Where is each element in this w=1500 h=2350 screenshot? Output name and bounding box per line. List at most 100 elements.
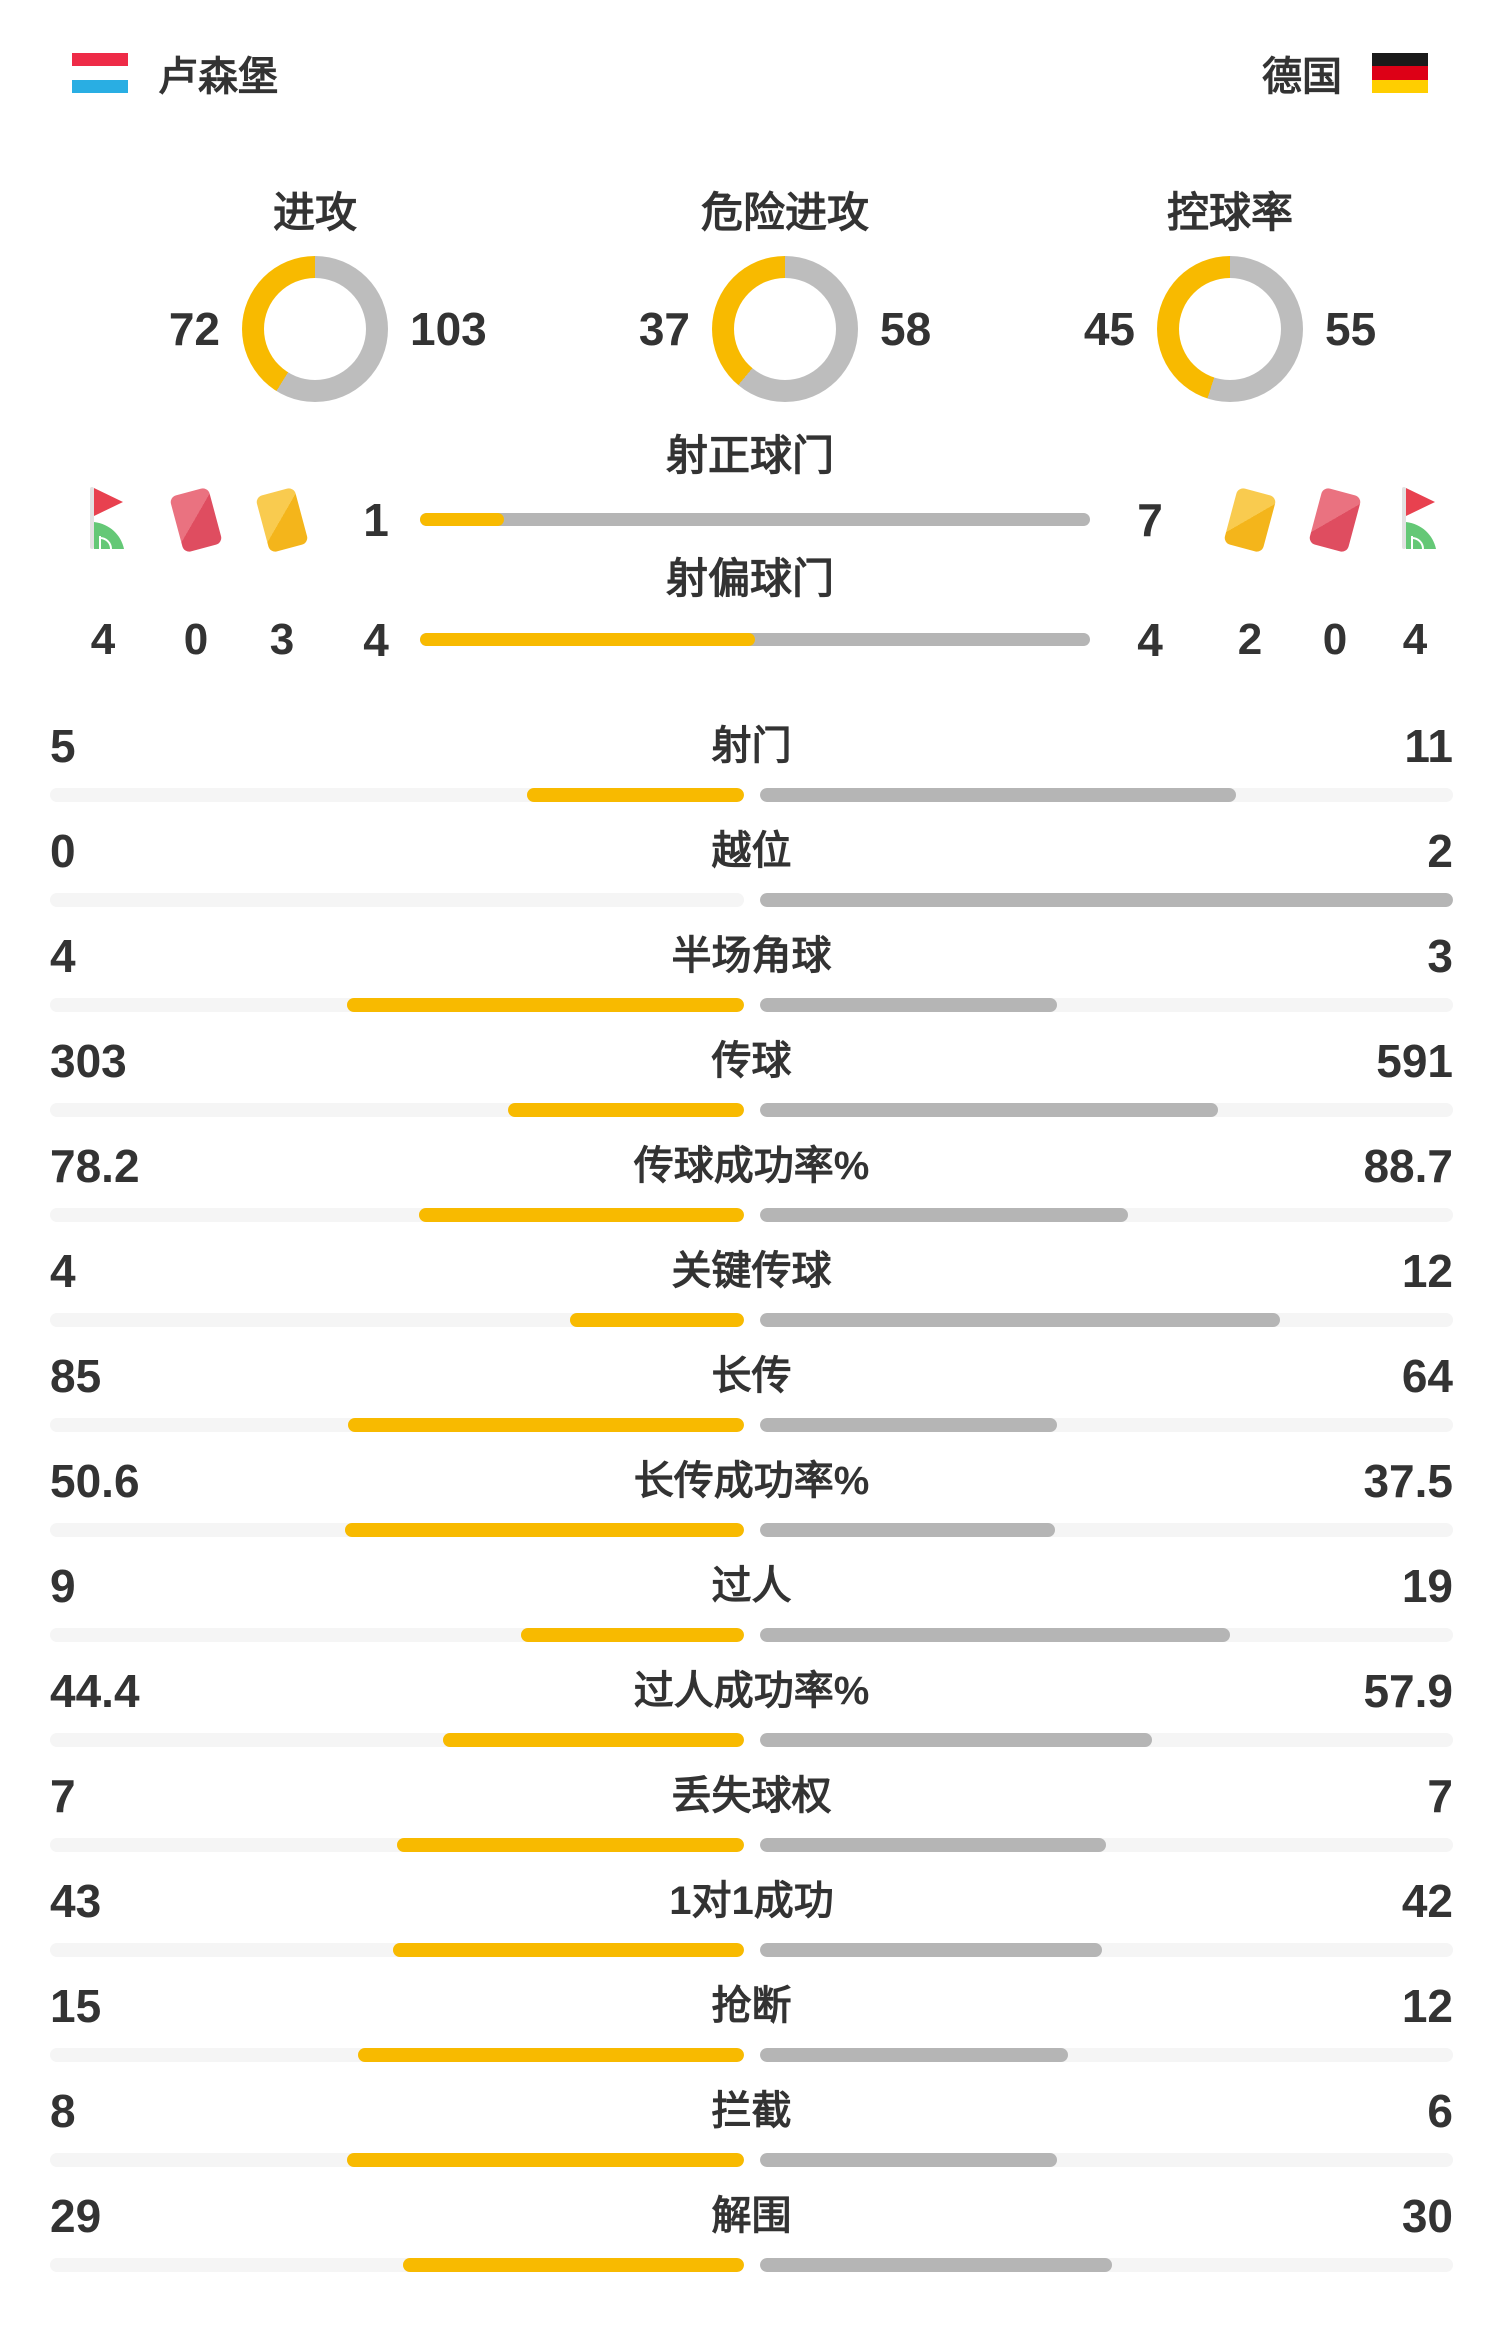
- donut-home-value: 37: [638, 303, 690, 355]
- stat-label: 抢断: [711, 1984, 792, 2028]
- stat-bar-away-track: [759, 2048, 1453, 2062]
- stat-away-value: 7: [1427, 1770, 1453, 1822]
- stat-bar-home-fill: [347, 1418, 744, 1432]
- luxembourg-flag-icon: [72, 53, 128, 93]
- stat-bar-home-fill: [396, 1838, 744, 1852]
- stat-home-value: 29: [50, 2190, 102, 2242]
- attack-donut-chart: [242, 256, 388, 402]
- possession-donut-chart: [1157, 256, 1303, 402]
- stat-away-value: 3: [1427, 930, 1453, 982]
- stat-bar-home-track: [50, 893, 744, 907]
- stat-away-value: 12: [1401, 1980, 1453, 2032]
- stat-bar-home-fill: [508, 1103, 744, 1117]
- stat-bar-away-fill: [759, 1418, 1058, 1432]
- match-header: 卢森堡 德国: [72, 44, 1428, 102]
- stat-away-value: 57.9: [1363, 1665, 1453, 1717]
- stat-home-value: 0: [50, 825, 76, 877]
- dangerous-attack-donut-chart: [712, 256, 858, 402]
- stat-label: 解围: [711, 2194, 792, 2238]
- stat-bar-home-fill: [570, 1313, 744, 1327]
- stat-label: 越位: [711, 829, 792, 873]
- shots-on-target-away-value: 7: [1137, 494, 1163, 546]
- shots-on-target-title: 射正球门: [665, 432, 834, 479]
- stat-bar-away-track: [759, 1943, 1453, 1957]
- stat-label: 长传成功率%: [633, 1459, 870, 1503]
- stat-label: 过人: [711, 1564, 792, 1608]
- away-team: 德国: [1262, 44, 1428, 102]
- stat-bar-home-track: [50, 1733, 744, 1747]
- stat-bar-home-track: [50, 788, 744, 802]
- donut-hole: [1179, 278, 1281, 380]
- stat-home-value: 78.2: [50, 1140, 140, 1192]
- donut-group-possession: 控球率 45 55: [1023, 190, 1437, 402]
- donut-away-value: 103: [410, 303, 487, 355]
- yellow-card-icon: [1222, 478, 1278, 562]
- stat-label: 关键传球: [671, 1249, 832, 1293]
- stat-label: 传球成功率%: [633, 1144, 870, 1188]
- stat-bar-home-track: [50, 1418, 744, 1432]
- stat-home-value: 8: [50, 2085, 76, 2137]
- stat-bar-away-track: [759, 1208, 1453, 1222]
- stat-bar-away-fill: [759, 1838, 1107, 1852]
- stat-row: 5 射门 11: [50, 718, 1453, 818]
- stat-bar-away-track: [759, 1103, 1453, 1117]
- stat-bar-home-track: [50, 2048, 744, 2062]
- stat-bar-home-track: [50, 2258, 744, 2272]
- stat-row: 4 关键传球 12: [50, 1243, 1453, 1343]
- stat-bar-away-fill: [759, 1628, 1231, 1642]
- stat-bar-home-track: [50, 998, 744, 1012]
- stat-bar-away-fill: [759, 1733, 1152, 1747]
- stat-row: 85 长传 64: [50, 1348, 1453, 1448]
- stat-bar-away-track: [759, 1628, 1453, 1642]
- stat-bar-home-fill: [347, 2153, 744, 2167]
- stat-row: 9 过人 19: [50, 1558, 1453, 1658]
- red-card-icon: [1307, 478, 1363, 562]
- stat-row: 43 1对1成功 42: [50, 1873, 1453, 1973]
- cards-icon-row: 1 7: [0, 478, 1500, 562]
- shots-off-target-title: 射偏球门: [665, 555, 834, 602]
- stat-bar-home-track: [50, 1838, 744, 1852]
- stat-label: 过人成功率%: [633, 1669, 870, 1713]
- stat-row: 0 越位 2: [50, 823, 1453, 923]
- stat-bar-home-fill: [358, 2048, 744, 2062]
- away-corner-count: 4: [1402, 615, 1428, 664]
- stat-row: 44.4 过人成功率% 57.9: [50, 1663, 1453, 1763]
- shots-off-target-bar: [420, 633, 1090, 646]
- shots-on-target-home-fill: [420, 513, 504, 526]
- corner-flag-icon: [75, 478, 131, 562]
- stat-label: 射门: [711, 724, 792, 768]
- stat-bar-home-track: [50, 2153, 744, 2167]
- stat-row: 7 丢失球权 7: [50, 1768, 1453, 1868]
- stat-bar-home-fill: [526, 788, 744, 802]
- home-team: 卢森堡: [72, 44, 278, 102]
- stat-home-value: 43: [50, 1875, 102, 1927]
- stat-away-value: 11: [1404, 720, 1453, 772]
- stat-bar-home-fill: [442, 1733, 744, 1747]
- donut-away-value: 58: [880, 303, 932, 355]
- stat-label: 半场角球: [671, 934, 832, 978]
- stat-row: 29 解围 30: [50, 2188, 1453, 2288]
- shots-on-target-home-value: 1: [363, 494, 389, 546]
- stat-row: 78.2 传球成功率% 88.7: [50, 1138, 1453, 1238]
- stat-away-value: 591: [1376, 1035, 1453, 1087]
- stat-away-value: 37.5: [1363, 1455, 1453, 1507]
- donut-away-value: 55: [1325, 303, 1377, 355]
- stat-label: 丢失球权: [671, 1774, 832, 1818]
- stat-bar-home-fill: [345, 1523, 744, 1537]
- stat-home-value: 50.6: [50, 1455, 140, 1507]
- away-team-name: 德国: [1262, 55, 1342, 99]
- stat-bar-away-track: [759, 1838, 1453, 1852]
- stat-bar-away-fill: [759, 1943, 1103, 1957]
- home-team-name: 卢森堡: [158, 55, 278, 99]
- corner-flag-icon: [1387, 478, 1443, 562]
- stat-home-value: 5: [50, 720, 76, 772]
- stat-home-value: 4: [50, 1245, 76, 1297]
- stat-bar-away-fill: [759, 2258, 1113, 2272]
- stat-bar-away-track: [759, 1313, 1453, 1327]
- stat-home-value: 44.4: [50, 1665, 140, 1717]
- stat-label: 1对1成功: [669, 1879, 834, 1923]
- stat-bar-away-fill: [759, 1208, 1129, 1222]
- home-red-card-count: 0: [183, 615, 209, 664]
- stat-label: 传球: [711, 1039, 792, 1083]
- stat-home-value: 4: [50, 930, 76, 982]
